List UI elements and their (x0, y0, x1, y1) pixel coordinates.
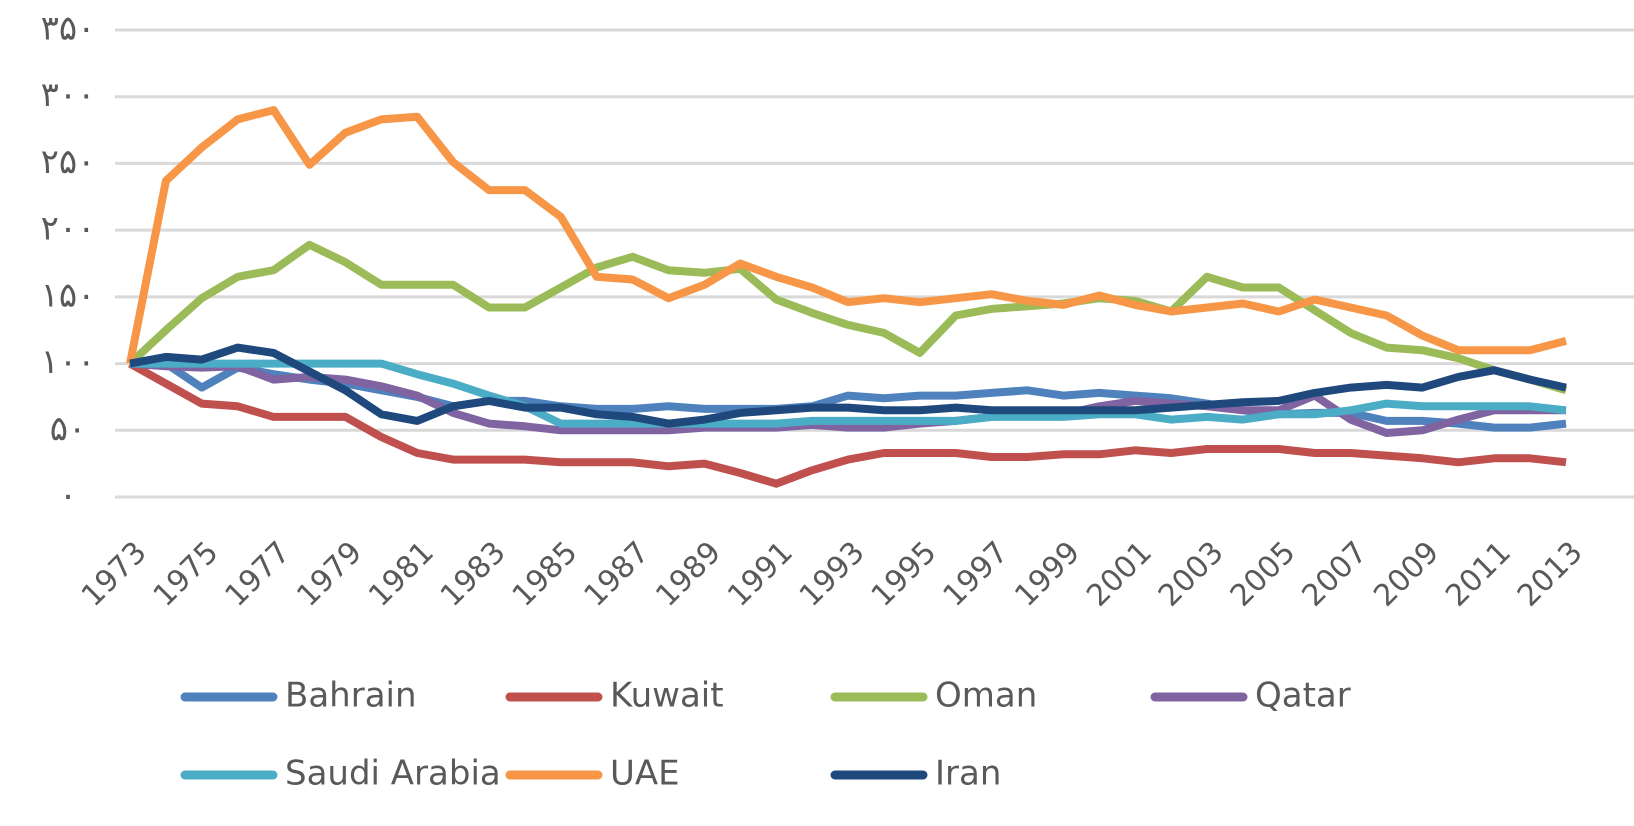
legend-label: Saudi Arabia (285, 754, 501, 794)
series-line (130, 359, 1567, 428)
x-tick-label: 2001 (1080, 535, 1159, 614)
y-tick-label: ۳۵۰ (41, 9, 96, 49)
y-tick-label: ۲۵۰ (41, 142, 96, 182)
y-tick-label: ۲۰۰ (41, 209, 96, 249)
x-tick-label: 1991 (721, 535, 800, 614)
x-tick-label: 1989 (649, 535, 728, 614)
legend-label: UAE (610, 754, 680, 794)
series-line (128, 360, 1567, 488)
x-tick-label: 1975 (147, 535, 226, 614)
legend-label: Qatar (1255, 676, 1351, 716)
x-tick-label: 1985 (506, 535, 585, 614)
y-tick-label: ۵۰ (50, 409, 87, 449)
x-tick-label: 1987 (578, 535, 657, 614)
y-tick-label: ۱۰۰ (41, 342, 96, 382)
series-line (127, 240, 1568, 395)
series-line (129, 359, 1566, 437)
y-tick-label: ۱۵۰ (41, 275, 96, 315)
x-tick-label: 2013 (1511, 535, 1590, 614)
x-tick-label: 1997 (937, 535, 1016, 614)
x-tick-label: 1979 (290, 535, 369, 614)
x-tick-label: 2005 (1224, 535, 1303, 614)
x-tick-label: 2011 (1439, 535, 1518, 614)
x-tick-label: 1993 (793, 535, 872, 614)
x-tick-label: 1999 (1008, 535, 1087, 614)
x-tick-label: 2009 (1367, 535, 1446, 614)
x-tick-label: 1983 (434, 535, 513, 614)
x-tick-label: 1973 (75, 535, 154, 614)
plot-area (126, 106, 1568, 488)
series-line (129, 343, 1567, 428)
x-tick-label: 2003 (1152, 535, 1231, 614)
y-tick-label: ۰ (59, 476, 77, 516)
legend-label: Kuwait (610, 676, 724, 716)
x-tick-label: 1995 (865, 535, 944, 614)
series-line (126, 106, 1568, 365)
y-tick-label: ۳۰۰ (41, 75, 96, 115)
legend-label: Bahrain (285, 676, 417, 716)
x-tick-label: 1977 (219, 535, 298, 614)
legend: Bahrain Kuwait Oman Qatar Saudi Arabia UAE Ira… (180, 676, 1351, 794)
legend-label: Iran (935, 754, 1001, 794)
x-tick-label: 2007 (1296, 535, 1375, 614)
x-tick-label: 1981 (362, 535, 441, 614)
legend-label: Oman (935, 676, 1037, 716)
